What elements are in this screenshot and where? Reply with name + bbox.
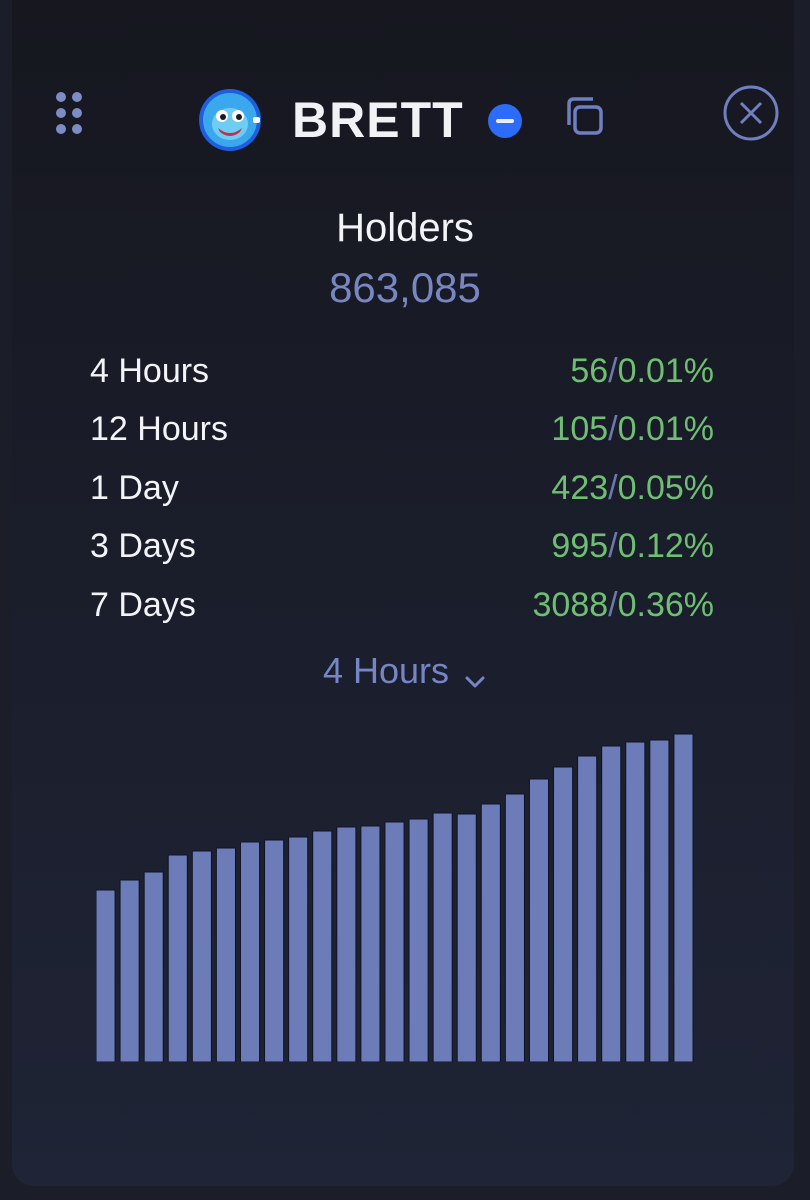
chart-bar (239, 841, 261, 1062)
stat-value: 423/0.05% (551, 469, 714, 508)
drag-grip-icon[interactable] (56, 92, 82, 134)
chart-bar (360, 825, 381, 1062)
stat-percent: 0.01% (617, 351, 714, 390)
stat-label: 1 Day (90, 468, 179, 507)
chart-bar (601, 745, 622, 1062)
stat-percent: 0.36% (617, 585, 714, 624)
period-dropdown[interactable]: 4 Hours (0, 650, 810, 692)
chart-bar (264, 839, 285, 1062)
stat-separator: / (608, 468, 618, 507)
chart-bar (553, 766, 574, 1062)
stat-count: 105 (551, 410, 609, 449)
stat-row-7-days: 7 Days 3088/0.36% (90, 576, 714, 635)
holders-bar-chart (96, 733, 694, 1062)
chart-bar (191, 850, 212, 1062)
chain-badge-icon (488, 104, 522, 138)
chart-bar (408, 818, 429, 1062)
chart-bar (215, 847, 236, 1062)
stat-row-4-hours: 4 Hours 56/0.01% (90, 342, 714, 401)
stat-row-12-hours: 12 Hours 105/0.01% (90, 401, 714, 460)
chart-bar (649, 739, 670, 1062)
stat-percent: 0.05% (617, 468, 714, 507)
stat-row-1-day: 1 Day 423/0.05% (90, 459, 714, 518)
stat-separator: / (608, 410, 618, 449)
period-selected-label: 4 Hours (322, 650, 450, 691)
chart-bar (288, 836, 309, 1062)
stat-value: 56/0.01% (570, 352, 714, 391)
stat-separator: / (608, 527, 618, 566)
chart-bar (504, 793, 525, 1062)
holders-title: Holders (336, 206, 474, 250)
chart-bar (528, 778, 550, 1062)
stat-separator: / (608, 585, 618, 624)
chart-bar (167, 854, 188, 1062)
stat-label: 4 Hours (90, 351, 210, 390)
stat-value: 105/0.01% (551, 410, 714, 449)
chart-bar (119, 879, 140, 1062)
chart-bar (625, 741, 646, 1062)
chart-bar (336, 826, 357, 1062)
chart-bar (480, 803, 501, 1062)
stat-count: 423 (551, 468, 609, 507)
stat-percent: 0.12% (617, 527, 714, 566)
chart-bar (96, 889, 116, 1062)
header-bar: BRETT (0, 0, 810, 170)
token-avatar (198, 88, 262, 152)
chart-bar (673, 733, 694, 1062)
chevron-down-icon (463, 661, 487, 688)
stat-label: 12 Hours (90, 410, 228, 449)
chart-bar (432, 812, 453, 1062)
stat-label: 7 Days (90, 585, 196, 624)
token-name: BRETT (292, 92, 464, 148)
stat-count: 56 (570, 351, 609, 390)
stat-percent: 0.01% (617, 410, 714, 449)
stat-separator: / (608, 351, 618, 390)
chart-bar (456, 813, 477, 1062)
close-circle-icon[interactable] (722, 84, 780, 142)
chart-bar (143, 871, 164, 1062)
chart-bar (577, 755, 598, 1062)
holders-count: 863,085 (329, 264, 481, 311)
stat-value: 995/0.12% (551, 527, 714, 566)
chart-bar (312, 830, 333, 1062)
holder-change-stats: 4 Hours 56/0.01% 12 Hours 105/0.01% 1 Da… (90, 342, 714, 635)
stat-count: 3088 (532, 585, 609, 624)
copy-icon[interactable] (563, 95, 607, 139)
stat-value: 3088/0.36% (533, 586, 715, 625)
stat-count: 995 (551, 527, 609, 566)
chart-bar (384, 821, 405, 1062)
stat-row-3-days: 3 Days 995/0.12% (90, 518, 714, 577)
stat-label: 3 Days (90, 527, 196, 566)
